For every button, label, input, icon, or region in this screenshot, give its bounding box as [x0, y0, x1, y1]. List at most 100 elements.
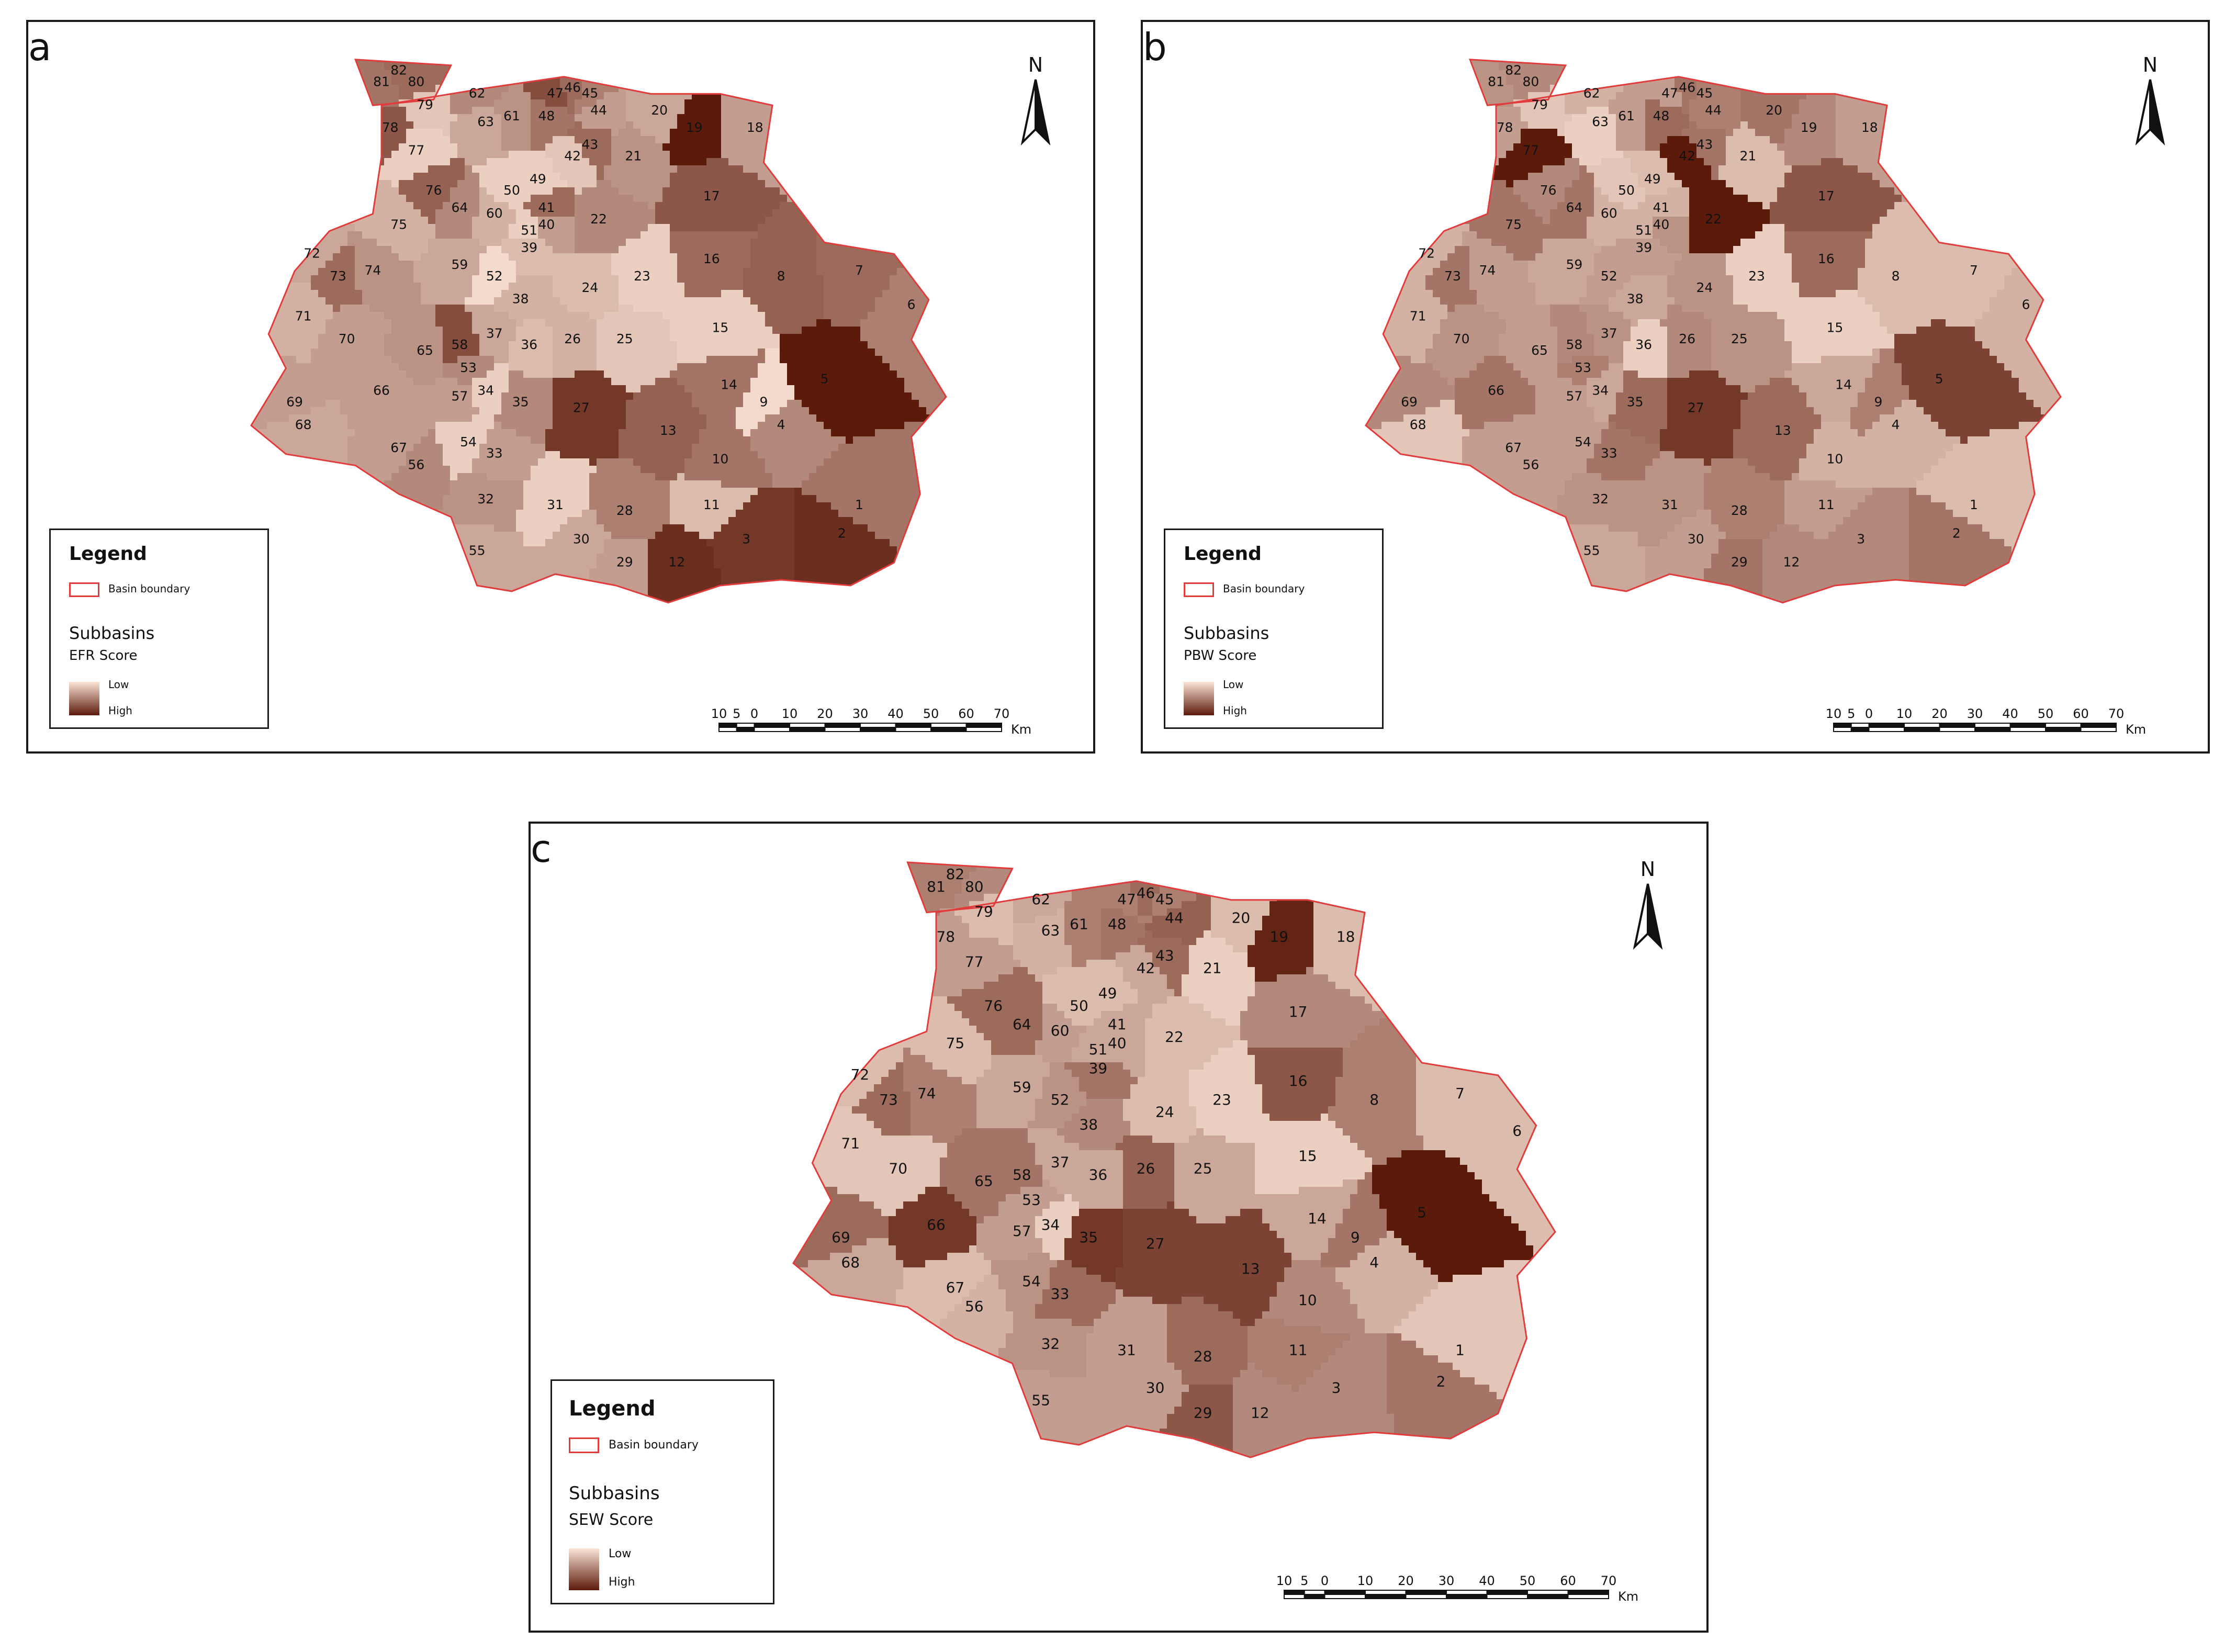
subbasin-label: 17 — [703, 188, 720, 204]
subbasin-label: 80 — [408, 74, 424, 89]
subbasin-label: 58 — [451, 337, 468, 352]
subbasin-label: 11 — [1818, 497, 1835, 512]
subbasin-label: 44 — [1705, 103, 1722, 118]
score-color-ramp — [1184, 682, 1214, 715]
subbasin-label: 2 — [1436, 1373, 1446, 1390]
subbasin-label: 80 — [1522, 74, 1539, 89]
subbasin-label: 3 — [1857, 532, 1865, 547]
subbasin-label: 57 — [1566, 388, 1582, 403]
subbasin-label: 19 — [686, 120, 703, 135]
subbasin-label: 9 — [1351, 1229, 1360, 1246]
subbasin-label: 28 — [1194, 1348, 1212, 1365]
subbasin-label: 74 — [1479, 263, 1496, 278]
subbasin-label: 68 — [841, 1254, 860, 1271]
subbasin-label: 18 — [1336, 928, 1355, 946]
subbasin-label: 55 — [1583, 543, 1600, 558]
scale-tick-label: 0 — [1865, 706, 1873, 721]
legend: Legend Basin boundary Subbasins EFR Scor… — [49, 529, 269, 729]
subbasin-label: 64 — [1566, 200, 1582, 215]
subbasin-label: 18 — [1861, 120, 1878, 135]
subbasin-label: 11 — [1289, 1342, 1308, 1359]
subbasin-label: 70 — [339, 331, 355, 346]
subbasin-label: 82 — [390, 63, 407, 78]
subbasin-label: 56 — [1522, 457, 1539, 473]
subbasin-label: 74 — [917, 1085, 936, 1102]
scale-tick-label: 20 — [1398, 1574, 1414, 1588]
subbasin-label: 82 — [1505, 63, 1522, 78]
subbasin-label: 39 — [1635, 240, 1652, 255]
subbasin-label: 36 — [1089, 1166, 1108, 1183]
subbasin-label: 53 — [1022, 1191, 1041, 1208]
scale-tick-label: 10 — [1276, 1574, 1293, 1588]
subbasin-label: 51 — [1635, 223, 1652, 238]
scale-tick-label: 0 — [750, 706, 758, 721]
score-label: PBW Score — [1184, 648, 1256, 664]
subbasin-label: 77 — [965, 953, 984, 970]
subbasin-label: 68 — [1410, 417, 1426, 432]
subbasin-label: 44 — [590, 103, 607, 118]
subbasin-label: 1 — [855, 497, 863, 512]
subbasin-label: 65 — [1531, 343, 1548, 358]
subbasin-label: 20 — [1232, 909, 1251, 927]
map-panel-a: a 1 2 3 4 5 6 7 8 9 10 11 12 13 14 15 16 17 18 19 20 21 22 23 2… — [26, 20, 1095, 754]
subbasin-label: 76 — [984, 997, 1003, 1014]
subbasin-label: 9 — [759, 394, 768, 409]
subbasin-label: 48 — [538, 108, 555, 123]
scale-tick-label: 60 — [1560, 1574, 1576, 1588]
subbasin-label: 67 — [390, 440, 407, 455]
subbasin-label: 45 — [1155, 891, 1174, 908]
subbasin-label: 27 — [1688, 400, 1704, 415]
subbasin-label: 52 — [486, 268, 503, 284]
subbasin-label: 56 — [965, 1298, 984, 1315]
subbasin-label: 71 — [841, 1135, 860, 1152]
subbasin-label: 81 — [1488, 74, 1504, 89]
basin-boundary-label: Basin boundary — [108, 582, 190, 595]
subbasin-label: 21 — [1203, 959, 1222, 976]
subbasin-label: 47 — [547, 85, 564, 100]
basin-boundary-swatch — [69, 582, 99, 597]
north-arrow: N — [1624, 855, 1671, 954]
subbasin-label: 54 — [1022, 1273, 1041, 1290]
subbasin-label: 77 — [1522, 143, 1539, 158]
subbasin-label: 29 — [1194, 1404, 1212, 1421]
subbasins-label: Subbasins — [69, 623, 154, 643]
subbasin-label: 37 — [1051, 1154, 1070, 1171]
legend-title: Legend — [569, 1397, 656, 1421]
ramp-low-label: Low — [1223, 678, 1243, 691]
subbasin-label: 43 — [581, 137, 598, 152]
subbasin-label: 19 — [1269, 928, 1288, 946]
subbasin-label: 33 — [486, 446, 503, 461]
subbasin-map: 1234567891011121314151617181920212223242… — [1365, 59, 2062, 604]
subbasin-label: 49 — [1098, 984, 1117, 1002]
scale-unit: Km — [2126, 722, 2146, 737]
subbasin-label: 41 — [1108, 1016, 1127, 1033]
subbasin-label: 15 — [1826, 320, 1843, 335]
subbasin-label: 1 — [1455, 1342, 1465, 1359]
subbasin-label: 80 — [965, 878, 984, 895]
subbasin-label: 17 — [1818, 188, 1835, 204]
subbasin-label: 66 — [373, 383, 390, 398]
subbasin-label: 78 — [936, 928, 955, 946]
ramp-low-label: Low — [108, 678, 129, 691]
subbasin-label: 31 — [547, 497, 564, 512]
scale-tick-label: 40 — [887, 706, 904, 721]
subbasin-label: 7 — [1970, 263, 1978, 278]
ramp-high-label: High — [1223, 704, 1247, 717]
scale-unit: Km — [1618, 1589, 1638, 1604]
subbasin-label: 31 — [1661, 497, 1678, 512]
subbasin-label: 74 — [364, 263, 381, 278]
scale-tick-label: 70 — [994, 706, 1010, 721]
subbasin-label: 22 — [1705, 211, 1722, 227]
subbasin-label: 26 — [1137, 1160, 1155, 1177]
scale-tick-label: 50 — [923, 706, 939, 721]
scale-tick-label: 20 — [1931, 706, 1948, 721]
subbasin-label: 15 — [712, 320, 728, 335]
subbasin-label: 42 — [1679, 149, 1695, 164]
subbasin-label: 14 — [1308, 1210, 1327, 1227]
subbasin-fill-layer — [1366, 59, 2061, 603]
subbasin-label: 59 — [1013, 1078, 1031, 1096]
subbasin-label: 25 — [1194, 1160, 1212, 1177]
subbasin-label: 6 — [1512, 1122, 1522, 1140]
north-arrow: N — [2127, 51, 2174, 150]
subbasin-label: 25 — [1731, 331, 1748, 346]
